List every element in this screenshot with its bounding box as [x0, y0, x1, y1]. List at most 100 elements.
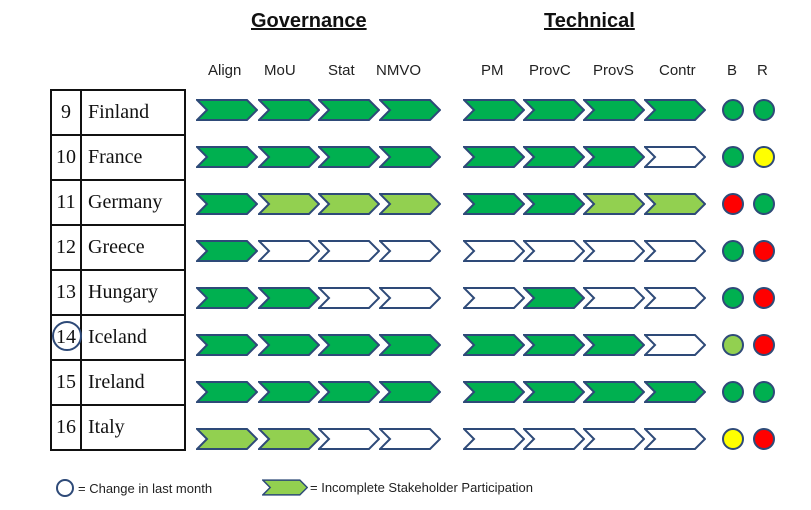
- status-dot-r: [753, 287, 775, 309]
- status-dot-r: [753, 193, 775, 215]
- status-dot-b: [722, 99, 744, 121]
- status-chevron-none: [463, 240, 525, 262]
- row-number-cell: 9: [50, 89, 82, 136]
- status-chevron-complete: [379, 381, 441, 403]
- status-chevron-none: [644, 240, 706, 262]
- status-dot-b: [722, 381, 744, 403]
- column-header: Contr: [659, 62, 696, 79]
- status-chevron-complete: [196, 99, 258, 121]
- row-number-cell: 10: [50, 134, 82, 181]
- status-dot-b: [722, 287, 744, 309]
- column-header: Stat: [328, 62, 355, 79]
- status-chevron-none: [379, 240, 441, 262]
- country-name: Hungary: [80, 269, 186, 316]
- status-chevron-incomplete: [258, 428, 320, 450]
- status-chevron-complete: [523, 381, 585, 403]
- status-chevron-complete: [523, 287, 585, 309]
- status-chevron-none: [258, 240, 320, 262]
- status-chevron-none: [644, 287, 706, 309]
- row-number-cell: 11: [50, 179, 82, 226]
- column-header: ProvC: [529, 62, 571, 79]
- status-chevron-complete: [379, 146, 441, 168]
- status-chevron-complete: [463, 193, 525, 215]
- status-dot-b: [722, 428, 744, 450]
- status-chevron-complete: [318, 381, 380, 403]
- status-chevron-incomplete: [644, 193, 706, 215]
- status-chevron-complete: [318, 334, 380, 356]
- status-chevron-complete: [258, 99, 320, 121]
- country-name: Iceland: [80, 314, 186, 361]
- column-header: R: [757, 62, 768, 79]
- status-dot-b: [722, 240, 744, 262]
- table-row: 10 France: [50, 134, 186, 181]
- row-number-cell: 15: [50, 359, 82, 406]
- status-chevron-complete: [258, 334, 320, 356]
- row-number: 16: [56, 416, 76, 438]
- row-number: 11: [56, 191, 76, 213]
- status-chevron-complete: [258, 146, 320, 168]
- row-number: 10: [56, 146, 76, 168]
- status-chevron-complete: [379, 99, 441, 121]
- status-chevron-none: [463, 287, 525, 309]
- country-name: Italy: [80, 404, 186, 451]
- status-chevron-none: [583, 240, 645, 262]
- row-number-cell: 14: [50, 314, 82, 361]
- country-table: 9 Finland 10 France 11 Germany 12 Greece 13 Hunga…: [50, 89, 186, 451]
- governance-heading: Governance: [251, 10, 367, 32]
- row-number: 9: [61, 101, 71, 123]
- status-chevron-complete: [196, 193, 258, 215]
- technical-heading: Technical: [544, 10, 635, 32]
- status-chevron-none: [318, 428, 380, 450]
- country-name: Finland: [80, 89, 186, 136]
- row-number-cell: 12: [50, 224, 82, 271]
- status-chevron-complete: [523, 99, 585, 121]
- table-row: 15 Ireland: [50, 359, 186, 406]
- status-chevron-complete: [318, 99, 380, 121]
- status-chevron-complete: [644, 99, 706, 121]
- legend-change-text: = Change in last month: [78, 481, 213, 496]
- status-chevron-none: [318, 287, 380, 309]
- status-chevron-complete: [196, 146, 258, 168]
- status-chevron-none: [644, 428, 706, 450]
- column-header: B: [727, 62, 738, 79]
- status-chevron-complete: [258, 381, 320, 403]
- status-dot-r: [753, 240, 775, 262]
- country-name: Greece: [80, 224, 186, 271]
- status-dot-r: [753, 334, 775, 356]
- status-chevron-complete: [318, 146, 380, 168]
- status-chevron-none: [318, 240, 380, 262]
- table-row: 9 Finland: [50, 89, 186, 136]
- status-dot-r: [753, 99, 775, 121]
- table-row: 12 Greece: [50, 224, 186, 271]
- row-number: 15: [56, 371, 76, 393]
- status-chevron-incomplete: [379, 193, 441, 215]
- status-chevron-complete: [583, 381, 645, 403]
- status-chevron-incomplete: [318, 193, 380, 215]
- country-name: France: [80, 134, 186, 181]
- status-chevron-none: [523, 428, 585, 450]
- table-row: 13 Hungary: [50, 269, 186, 316]
- status-chevron-complete: [379, 334, 441, 356]
- status-chevron-incomplete: [583, 193, 645, 215]
- row-number-cell: 16: [50, 404, 82, 451]
- table-row: 11 Germany: [50, 179, 186, 226]
- status-chevron-none: [583, 287, 645, 309]
- country-name: Ireland: [80, 359, 186, 406]
- status-chevron-complete: [523, 334, 585, 356]
- status-dot-b: [722, 334, 744, 356]
- row-number: 13: [56, 281, 76, 303]
- status-chevron-complete: [583, 99, 645, 121]
- column-header: ProvS: [593, 62, 634, 79]
- column-header: PM: [481, 62, 504, 79]
- status-chevron-none: [644, 334, 706, 356]
- status-chevron-complete: [644, 381, 706, 403]
- status-chevron-complete: [583, 146, 645, 168]
- status-chevron-complete: [463, 146, 525, 168]
- country-name: Germany: [80, 179, 186, 226]
- column-header: MoU: [264, 62, 296, 79]
- row-number-cell: 13: [50, 269, 82, 316]
- status-chevron-complete: [523, 193, 585, 215]
- column-header: Align: [208, 62, 242, 79]
- status-chevron-complete: [523, 146, 585, 168]
- status-chevron-complete: [196, 240, 258, 262]
